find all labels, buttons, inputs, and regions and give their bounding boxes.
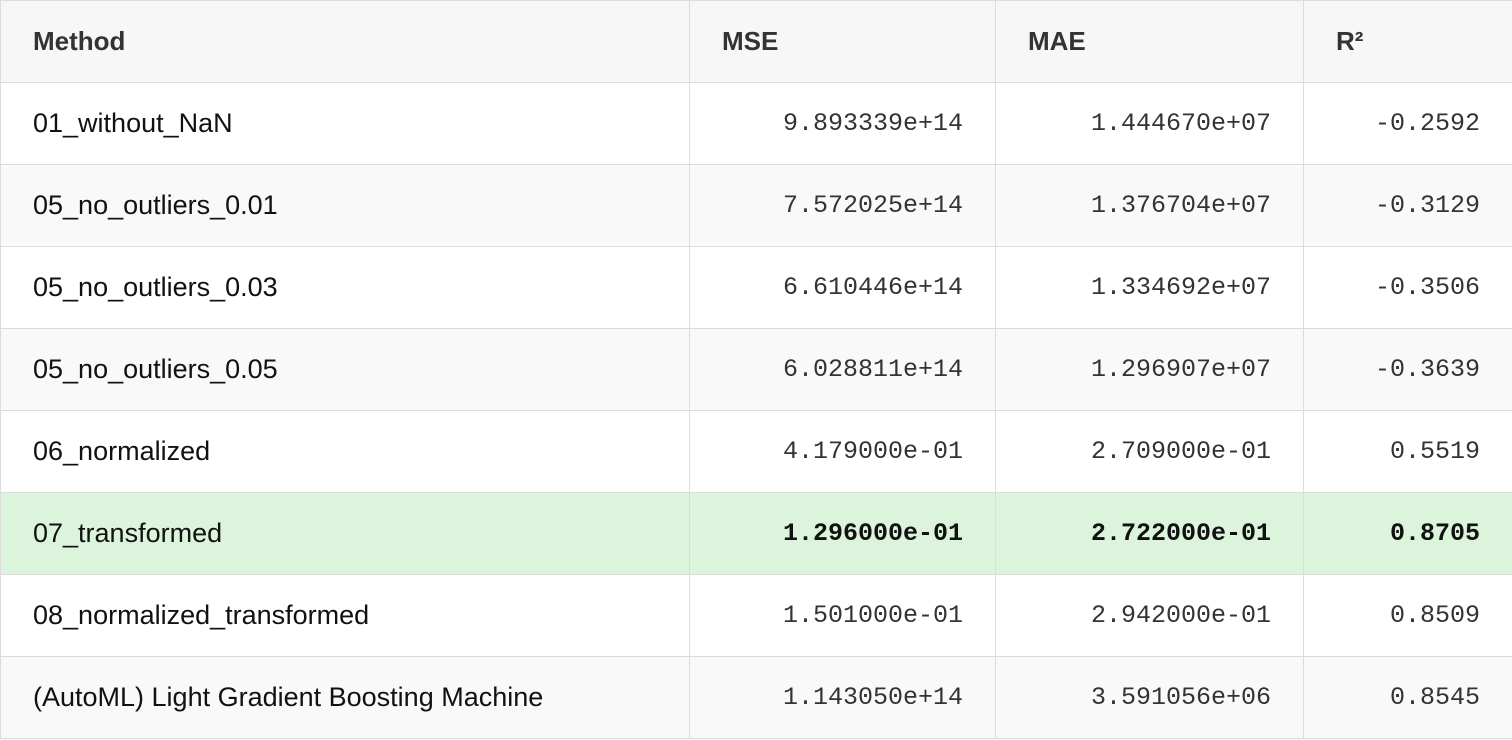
method-cell: 01_without_NaN bbox=[0, 82, 690, 165]
r2-cell: 0.8545 bbox=[1303, 656, 1512, 739]
mse-cell: 4.179000e-01 bbox=[689, 410, 996, 493]
table-row: 05_no_outliers_0.01 7.572025e+14 1.37670… bbox=[0, 164, 1512, 247]
table-row: 08_normalized_transformed 1.501000e-01 2… bbox=[0, 574, 1512, 657]
mae-cell: 2.709000e-01 bbox=[995, 410, 1304, 493]
method-cell: 07_transformed bbox=[0, 492, 690, 575]
r2-cell: 0.5519 bbox=[1303, 410, 1512, 493]
mae-cell: 1.444670e+07 bbox=[995, 82, 1304, 165]
r2-cell: 0.8509 bbox=[1303, 574, 1512, 657]
mae-cell: 1.334692e+07 bbox=[995, 246, 1304, 329]
table-row: 06_normalized 4.179000e-01 2.709000e-01 … bbox=[0, 410, 1512, 493]
column-header-method: Method bbox=[0, 0, 690, 83]
mae-cell: 1.376704e+07 bbox=[995, 164, 1304, 247]
mae-cell: 2.722000e-01 bbox=[995, 492, 1304, 575]
column-header-mae: MAE bbox=[995, 0, 1304, 83]
method-cell: 05_no_outliers_0.03 bbox=[0, 246, 690, 329]
table-row: 05_no_outliers_0.05 6.028811e+14 1.29690… bbox=[0, 328, 1512, 411]
column-header-r2: R² bbox=[1303, 0, 1512, 83]
r2-cell: -0.3129 bbox=[1303, 164, 1512, 247]
table-row: 05_no_outliers_0.03 6.610446e+14 1.33469… bbox=[0, 246, 1512, 329]
mse-cell: 6.028811e+14 bbox=[689, 328, 996, 411]
table-row-highlighted: 07_transformed 1.296000e-01 2.722000e-01… bbox=[0, 492, 1512, 575]
mae-cell: 3.591056e+06 bbox=[995, 656, 1304, 739]
method-cell: 08_normalized_transformed bbox=[0, 574, 690, 657]
mse-cell: 7.572025e+14 bbox=[689, 164, 996, 247]
method-cell: (AutoML) Light Gradient Boosting Machine bbox=[0, 656, 690, 739]
r2-cell: -0.3639 bbox=[1303, 328, 1512, 411]
mse-cell: 1.143050e+14 bbox=[689, 656, 996, 739]
mse-cell: 1.296000e-01 bbox=[689, 492, 996, 575]
mae-cell: 1.296907e+07 bbox=[995, 328, 1304, 411]
method-cell: 05_no_outliers_0.05 bbox=[0, 328, 690, 411]
column-header-mse: MSE bbox=[689, 0, 996, 83]
method-cell: 06_normalized bbox=[0, 410, 690, 493]
mae-cell: 2.942000e-01 bbox=[995, 574, 1304, 657]
mse-cell: 1.501000e-01 bbox=[689, 574, 996, 657]
table-row: 01_without_NaN 9.893339e+14 1.444670e+07… bbox=[0, 82, 1512, 165]
r2-cell: 0.8705 bbox=[1303, 492, 1512, 575]
r2-cell: -0.2592 bbox=[1303, 82, 1512, 165]
mse-cell: 9.893339e+14 bbox=[689, 82, 996, 165]
r2-cell: -0.3506 bbox=[1303, 246, 1512, 329]
mse-cell: 6.610446e+14 bbox=[689, 246, 996, 329]
method-cell: 05_no_outliers_0.01 bbox=[0, 164, 690, 247]
header-row: Method MSE MAE R² bbox=[0, 0, 1512, 83]
table-row: (AutoML) Light Gradient Boosting Machine… bbox=[0, 656, 1512, 739]
